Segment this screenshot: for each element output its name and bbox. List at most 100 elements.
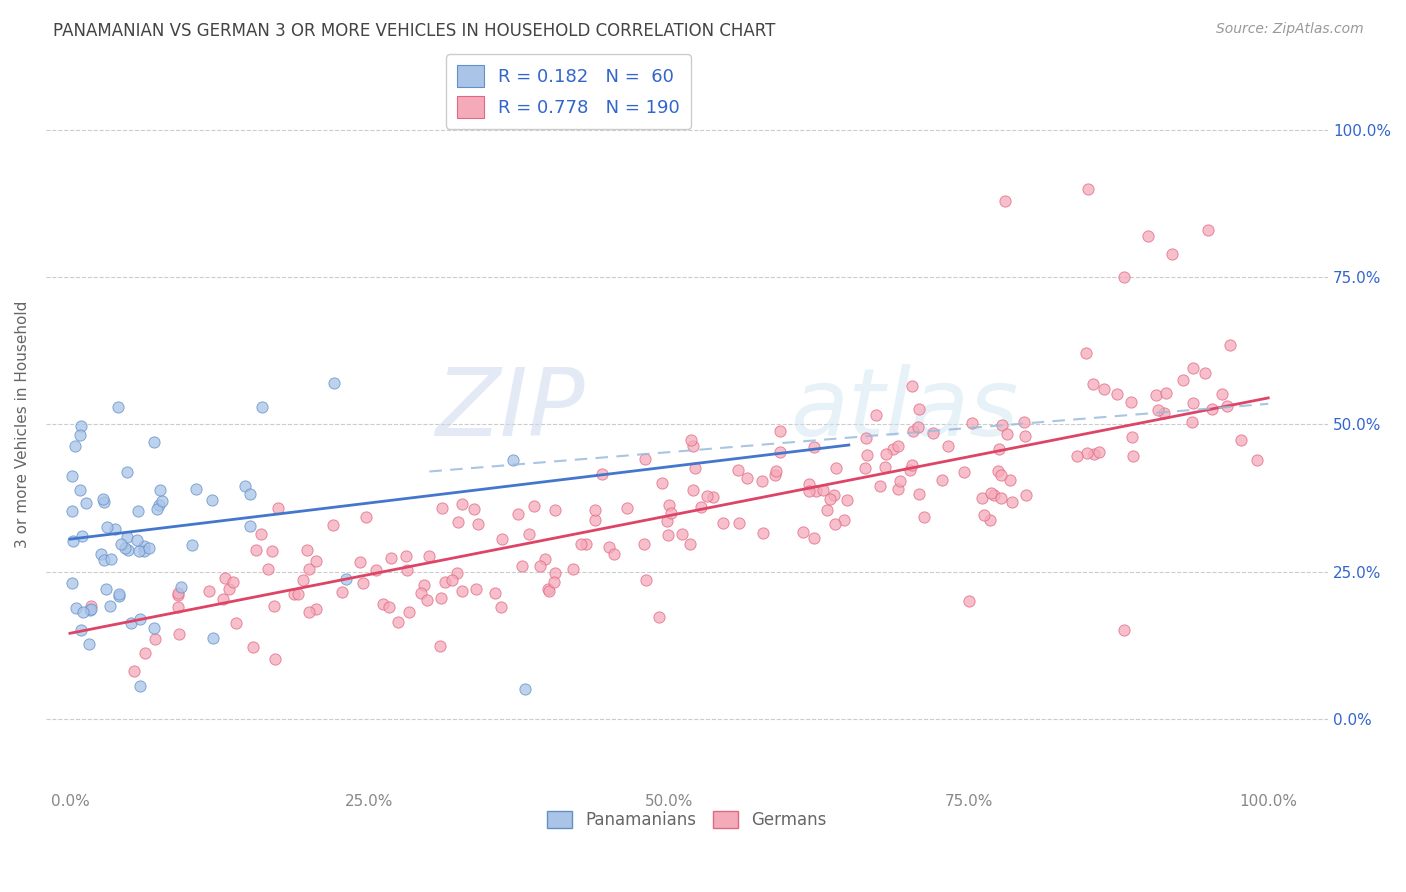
Point [69,418,91,433]
Point [835,493,858,508]
Point [728,516,751,530]
Point [979,513,1001,527]
Point [824,516,846,531]
Point [1197,223,1219,237]
Point [349,555,371,569]
Point [96,582,118,596]
Point [1119,395,1142,409]
Point [987,442,1010,456]
Point [655,514,678,528]
Point [1001,494,1024,508]
Point [465,582,488,596]
Point [110,537,132,551]
Point [72,605,94,619]
Point [198,584,221,599]
Point [901,379,924,393]
Point [446,566,468,580]
Point [440,573,463,587]
Point [283,587,305,601]
Point [1015,487,1038,501]
Point [330,585,353,599]
Point [335,572,357,586]
Point [735,471,758,485]
Point [429,639,451,653]
Point [70,624,93,638]
Point [298,561,321,575]
Point [129,611,152,625]
Point [711,516,734,530]
Point [616,501,638,516]
Point [143,632,166,646]
Point [1014,429,1036,443]
Point [239,487,262,501]
Point [138,541,160,556]
Point [250,400,273,414]
Point [908,487,931,501]
Point [887,439,910,453]
Point [853,460,876,475]
Point [380,550,402,565]
Point [1076,346,1098,360]
Point [167,586,190,600]
Point [908,402,931,417]
Point [411,586,433,600]
Point [167,626,190,640]
Point [354,509,377,524]
Point [212,592,235,607]
Point [60,504,83,518]
Point [869,479,891,493]
Point [598,540,620,554]
Point [792,525,814,540]
Point [634,452,657,467]
Point [671,527,693,541]
Point [517,527,540,541]
Point [583,513,606,527]
Point [1092,382,1115,396]
Point [938,439,960,453]
Point [148,498,170,512]
Point [1229,433,1251,447]
Point [222,574,245,589]
Point [463,501,485,516]
Point [991,418,1014,433]
Point [752,526,775,541]
Point [134,539,156,553]
Point [727,463,749,477]
Point [811,483,834,498]
Point [583,503,606,517]
Point [80,602,103,616]
Point [980,486,1002,500]
Point [467,516,489,531]
Point [803,440,825,454]
Point [180,538,202,552]
Point [682,483,704,497]
Point [953,465,976,479]
Point [1122,449,1144,463]
Point [127,504,149,518]
Point [973,508,995,522]
Point [134,544,156,558]
Point [912,510,935,524]
Point [769,424,792,438]
Point [128,544,150,558]
Point [763,468,786,483]
Point [107,400,129,414]
Point [77,637,100,651]
Point [491,600,513,615]
Point [907,420,929,434]
Point [529,559,551,574]
Point [322,518,344,533]
Point [96,519,118,533]
Point [60,576,83,591]
Point [1211,387,1233,401]
Point [305,554,328,568]
Point [972,491,994,506]
Point [855,431,877,445]
Point [815,503,838,517]
Point [983,488,1005,502]
Point [865,408,887,422]
Point [142,435,165,450]
Point [93,553,115,567]
Point [634,573,657,587]
Point [233,479,256,493]
